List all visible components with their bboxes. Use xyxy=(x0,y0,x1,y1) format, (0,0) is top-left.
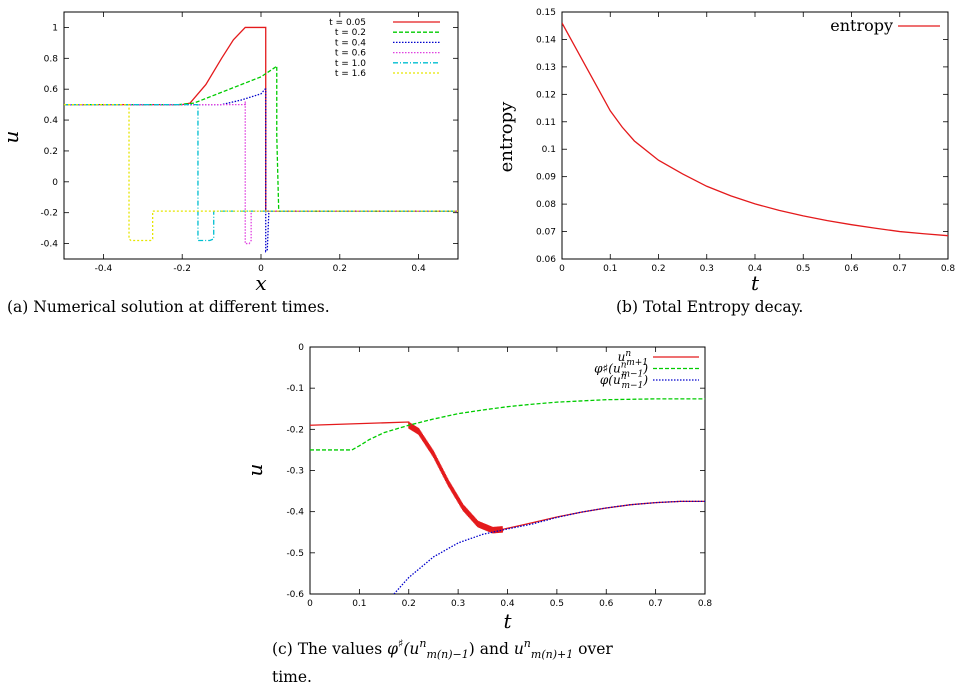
x-tick-label: 0.1 xyxy=(603,264,617,274)
y-tick-label: 0.1 xyxy=(542,145,556,155)
y-axis-label: u xyxy=(243,464,267,477)
plot-b-frame xyxy=(561,11,949,260)
x-tick-label: 0.2 xyxy=(651,264,665,274)
caption-a: (a) Numerical solution at different time… xyxy=(7,298,330,316)
x-tick-label: 0.3 xyxy=(700,264,714,274)
x-tick-label: 0.2 xyxy=(333,264,347,274)
caption-c-phi: φ xyxy=(387,640,398,658)
x-axis-label: x xyxy=(255,271,266,295)
y-tick-label: 0 xyxy=(298,343,304,353)
plot-b-entropy-decay: 0 0.1 0.2 0.3 0.4 0.5 0.6 0.7 0.8 0.06 0.07 0.08 0.0… xyxy=(496,8,955,295)
caption-c-u1: (u xyxy=(403,640,420,658)
y-tick-label: 0.07 xyxy=(536,228,556,238)
x-axis-label: t xyxy=(503,609,512,633)
series-line-3 xyxy=(393,500,705,594)
y-tick-label: 0.6 xyxy=(44,85,59,95)
y-tick-label: 0.06 xyxy=(536,255,556,265)
y-tick-label: 0.14 xyxy=(536,35,556,45)
x-tick-label: 0.5 xyxy=(796,264,810,274)
x-tick-label: 0.3 xyxy=(451,599,465,609)
y-tick-label: 0.09 xyxy=(536,173,556,183)
legend-label-1: t = 0.05 xyxy=(329,18,366,28)
series-line-1 xyxy=(64,26,458,212)
x-tick-label: 0 xyxy=(559,264,565,274)
x-tick-label: 0.7 xyxy=(893,264,907,274)
y-tick-label: 1 xyxy=(52,23,58,33)
series-line-4 xyxy=(64,101,458,245)
legend-label-1: un m+1 xyxy=(618,349,648,368)
plot-c-values-over-time: 0 0.1 0.2 0.3 0.4 0.5 0.6 0.7 0.8 -0.6 -0.5 -0.4 -0.… xyxy=(243,343,712,633)
caption-c-n1: n xyxy=(419,637,427,650)
y-axis-label: entropy xyxy=(496,101,517,172)
x-tick-label: -0.2 xyxy=(173,264,191,274)
x-tick-label: 0.1 xyxy=(352,599,366,609)
caption-c-line2: time. xyxy=(272,668,312,686)
series-line-5 xyxy=(64,103,458,242)
legend-label-5: t = 1.0 xyxy=(335,59,366,69)
caption-c-mid: ) and xyxy=(468,640,514,658)
legend-label-1: entropy xyxy=(830,16,893,35)
y-tick-label: -0.2 xyxy=(286,425,304,435)
x-tick-label: 0.6 xyxy=(599,599,614,609)
x-tick-label: 0 xyxy=(307,599,313,609)
x-tick-label: -0.4 xyxy=(95,264,113,274)
x-tick-label: 0.8 xyxy=(941,264,956,274)
x-tick-label: 0.5 xyxy=(550,599,564,609)
y-tick-label: 0.13 xyxy=(536,63,556,73)
caption-c: (c) The values φ♯(unm(n)−1) and unm(n)+1… xyxy=(272,632,712,689)
y-tick-label: 0.4 xyxy=(44,116,59,126)
caption-c-u2: u xyxy=(513,640,524,658)
legend-label-6: t = 1.6 xyxy=(335,69,366,79)
y-axis-label: u xyxy=(0,131,23,144)
series-line-2 xyxy=(64,64,458,212)
y-tick-label: -0.2 xyxy=(40,209,58,219)
x-tick-label: 0.4 xyxy=(500,599,515,609)
y-tick-label: -0.4 xyxy=(286,508,304,518)
x-tick-label: 0.4 xyxy=(411,264,426,274)
y-tick-label: 0 xyxy=(52,178,58,188)
x-tick-label: 0.8 xyxy=(698,599,713,609)
plot-a-numerical-solution: -0.4 -0.2 0 0.2 0.4 -0.4 -0.2 0 0.2 0.4 0.6 0.8 1 x u t… xyxy=(0,11,459,295)
caption-c-sharp: ♯ xyxy=(397,637,404,650)
caption-c-sub1: m(n)−1 xyxy=(426,648,469,661)
y-tick-label: 0.15 xyxy=(536,8,556,18)
series-line-1 xyxy=(562,22,948,237)
x-axis-label: t xyxy=(751,271,760,295)
y-tick-label: -0.1 xyxy=(286,384,304,394)
y-tick-label: -0.6 xyxy=(286,590,304,600)
y-tick-label: 0.11 xyxy=(536,118,556,128)
series-line-3 xyxy=(64,88,458,253)
y-tick-label: 0.2 xyxy=(44,147,58,157)
legend-label-3: t = 0.4 xyxy=(335,38,366,48)
x-tick-label: 0.6 xyxy=(844,264,859,274)
legend-label-2: t = 0.2 xyxy=(335,28,366,38)
y-tick-label: -0.3 xyxy=(286,467,304,477)
caption-c-prefix: (c) The values xyxy=(272,640,388,658)
plot-a-frame xyxy=(63,11,459,260)
x-tick-label: 0.7 xyxy=(648,599,662,609)
legend-label-3: φ(un m−1) xyxy=(600,372,648,391)
caption-b: (b) Total Entropy decay. xyxy=(616,298,804,316)
y-tick-label: -0.5 xyxy=(286,549,304,559)
caption-c-suffix: over xyxy=(573,640,613,658)
series-line-2 xyxy=(310,398,705,451)
y-tick-label: 0.8 xyxy=(44,54,59,64)
x-tick-label: 0.4 xyxy=(748,264,763,274)
y-tick-label: 0.08 xyxy=(536,200,556,210)
caption-c-n2: n xyxy=(523,637,531,650)
legend-label-4: t = 0.6 xyxy=(335,49,366,59)
legend-label-2: φ♯(un m−1) xyxy=(594,361,648,380)
series-line-1 xyxy=(310,421,705,534)
y-tick-label: 0.12 xyxy=(536,90,556,100)
x-tick-label: 0 xyxy=(258,264,264,274)
x-tick-label: 0.2 xyxy=(402,599,416,609)
series-line-6 xyxy=(64,103,458,242)
y-tick-label: -0.4 xyxy=(40,240,58,250)
caption-c-sub2: m(n)+1 xyxy=(530,648,574,661)
